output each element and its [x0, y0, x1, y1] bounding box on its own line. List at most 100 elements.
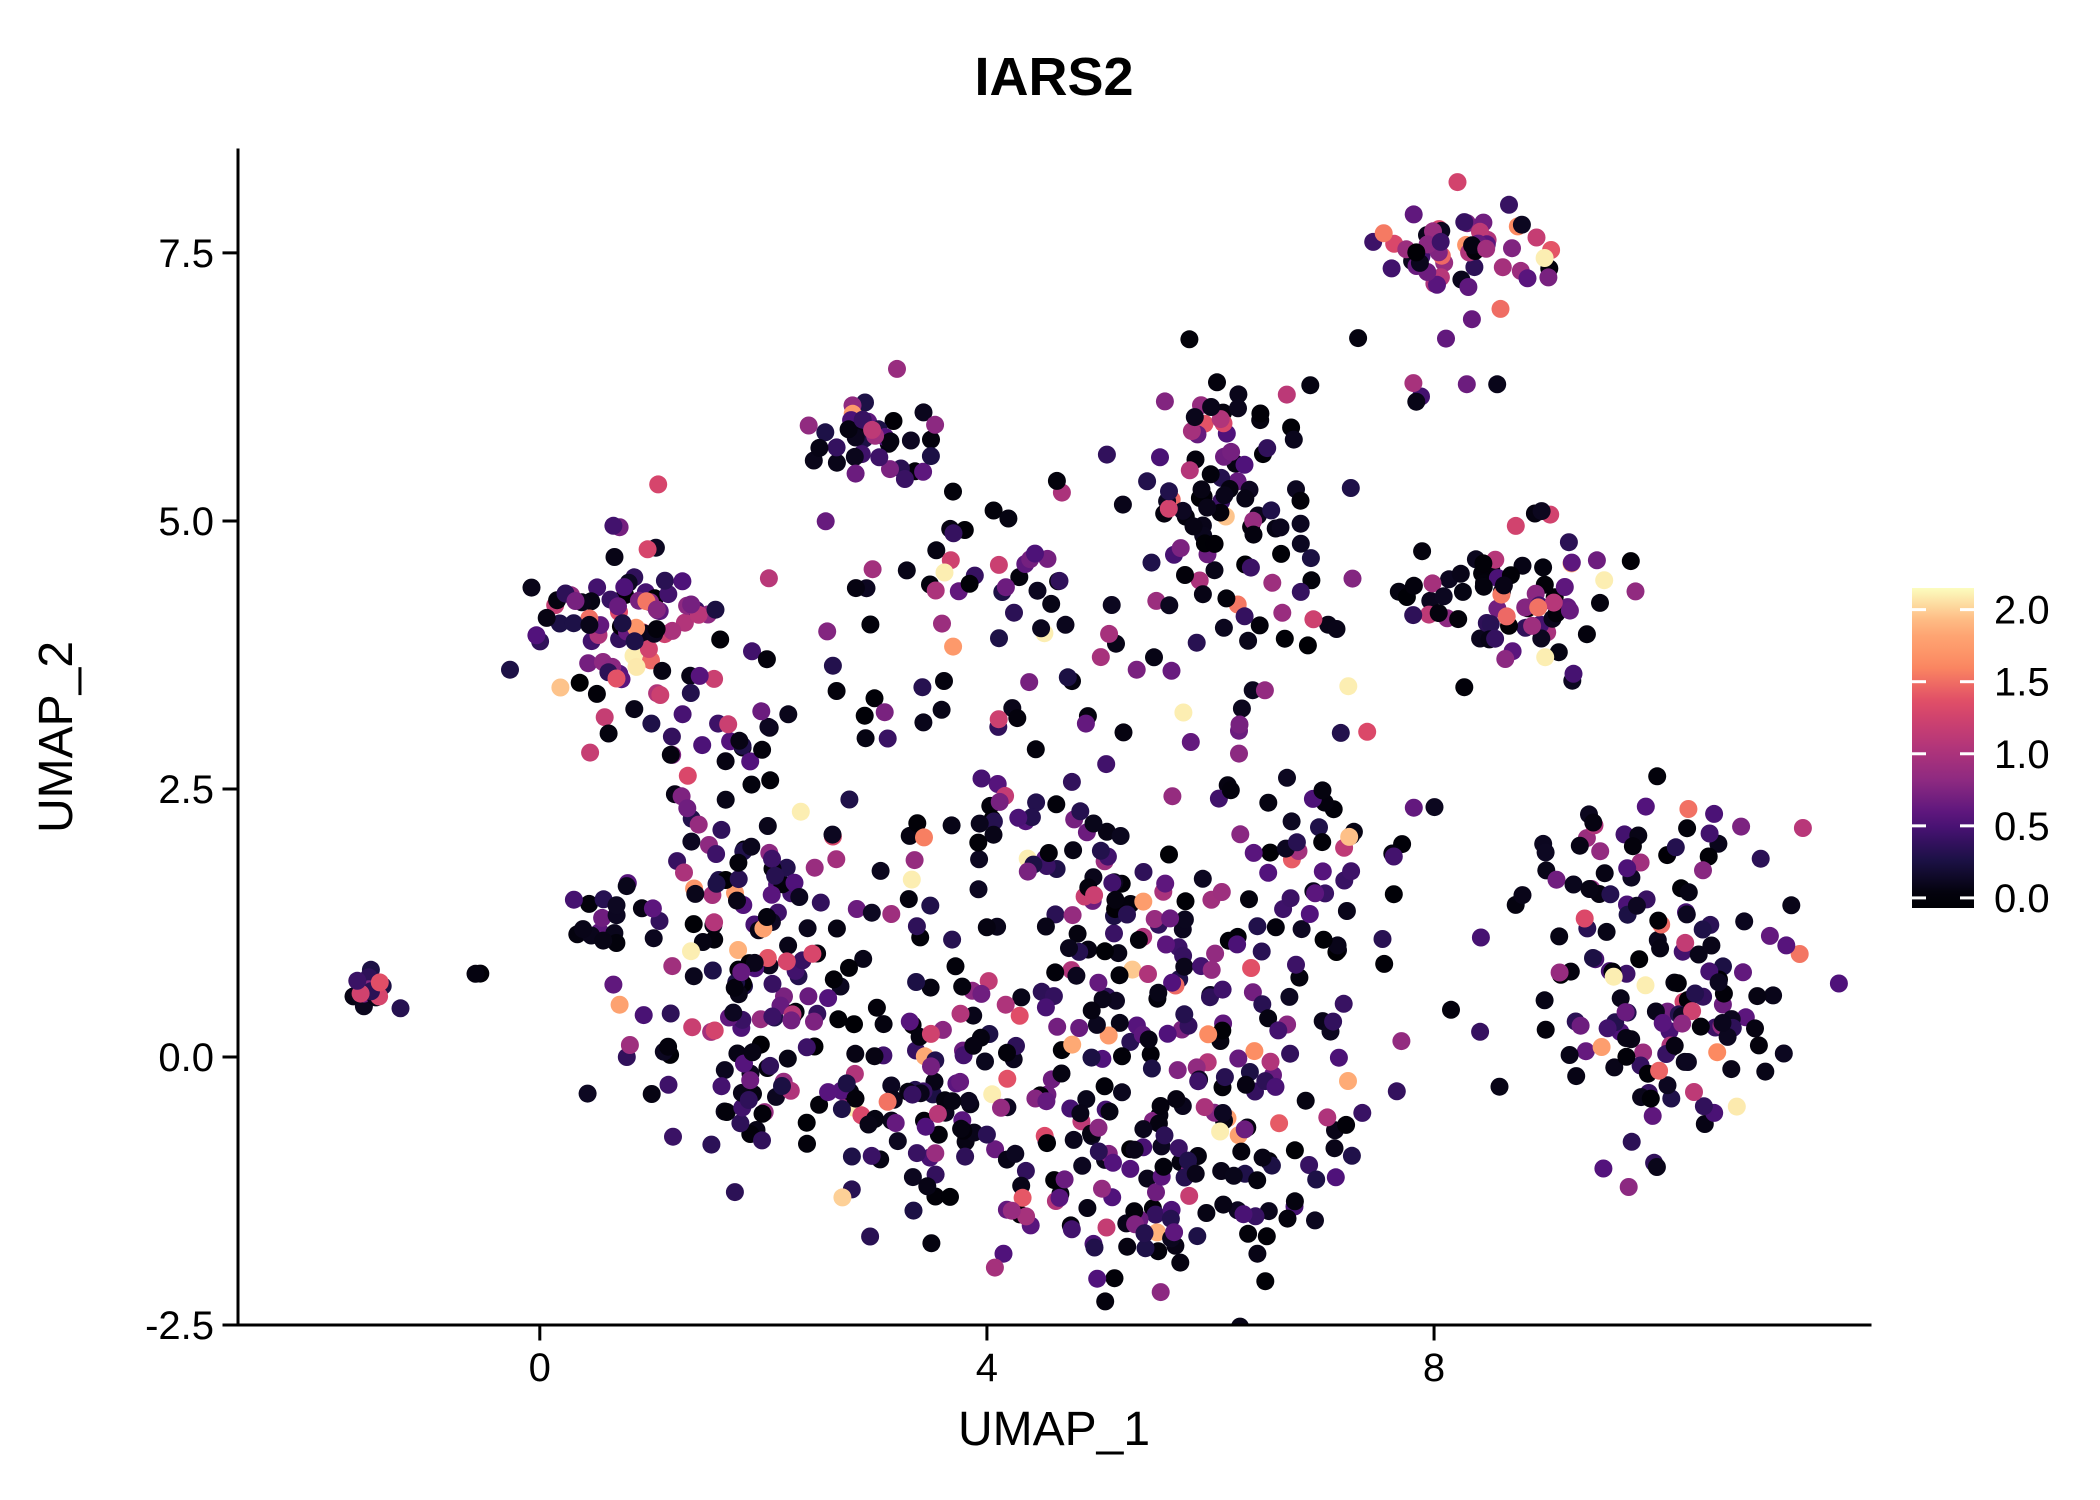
data-point: [1016, 1161, 1035, 1180]
data-point: [587, 684, 606, 703]
data-point: [1134, 1120, 1153, 1139]
data-point: [1550, 927, 1569, 946]
data-point: [1605, 1058, 1624, 1077]
data-point: [861, 1227, 880, 1246]
data-point: [763, 974, 782, 993]
data-point: [1300, 1156, 1319, 1174]
data-point: [899, 890, 918, 909]
data-point: [1513, 886, 1532, 905]
data-point: [1097, 445, 1116, 464]
data-point: [1151, 1283, 1170, 1302]
data-point: [1327, 620, 1346, 638]
data-point: [1727, 1097, 1746, 1116]
data-point: [1185, 408, 1204, 427]
data-point: [984, 501, 1003, 520]
data-point: [1490, 1077, 1509, 1096]
data-point: [580, 615, 599, 634]
data-point: [717, 1103, 736, 1121]
data-point: [642, 1085, 661, 1103]
data-point: [1764, 986, 1783, 1005]
data-point: [916, 1117, 935, 1136]
data-point: [1063, 1035, 1082, 1054]
data-point: [1168, 1061, 1187, 1080]
data-point: [1595, 571, 1614, 590]
data-point: [1512, 215, 1531, 234]
data-point: [1601, 885, 1620, 904]
data-point: [970, 814, 989, 833]
data-point: [1026, 740, 1045, 759]
data-point: [730, 731, 749, 750]
data-point: [1329, 1048, 1348, 1067]
data-point: [766, 866, 785, 885]
data-point: [827, 682, 846, 700]
data-point: [1236, 1075, 1255, 1094]
data-point: [638, 540, 657, 559]
data-point: [1245, 1042, 1264, 1061]
data-point: [1199, 1025, 1218, 1044]
data-point: [1584, 949, 1602, 967]
data-point: [1570, 836, 1589, 855]
data-point: [1182, 422, 1201, 441]
data-point: [742, 775, 761, 794]
data-point: [805, 1012, 823, 1031]
data-point: [846, 1044, 865, 1063]
data-point: [742, 837, 761, 856]
data-point: [1213, 1104, 1232, 1122]
data-point: [1326, 1168, 1345, 1187]
data-point: [564, 890, 583, 909]
data-point: [1678, 1053, 1697, 1071]
data-point: [1746, 1019, 1764, 1038]
data-point: [932, 700, 951, 719]
data-point: [594, 931, 613, 950]
data-point: [1248, 1244, 1267, 1263]
data-point: [1358, 722, 1377, 741]
data-point: [1296, 1091, 1315, 1110]
data-point: [1229, 1049, 1248, 1068]
data-point: [1099, 1026, 1118, 1045]
data-point: [659, 1037, 678, 1056]
data-point: [969, 833, 988, 852]
data-point: [1134, 863, 1153, 881]
data-point: [620, 1036, 639, 1054]
data-point: [1213, 1021, 1232, 1040]
data-point: [990, 792, 1009, 811]
data-point: [1431, 232, 1450, 251]
data-point: [1760, 926, 1779, 945]
legend-tick-label: 1.0: [1994, 733, 2050, 777]
data-point: [908, 814, 927, 833]
data-point: [989, 555, 1008, 574]
data-point: [956, 1147, 975, 1166]
data-point: [613, 614, 632, 633]
data-point: [1285, 1192, 1304, 1211]
data-point: [882, 905, 901, 923]
data-point: [370, 973, 389, 992]
data-point: [1529, 598, 1548, 617]
data-point: [653, 661, 672, 680]
data-point: [1235, 1120, 1254, 1139]
data-point: [1549, 643, 1568, 662]
data-point: [1202, 960, 1221, 979]
data-point: [1705, 804, 1724, 823]
data-point: [926, 581, 945, 600]
data-point: [1157, 935, 1175, 954]
data-point: [732, 963, 751, 982]
data-point: [1093, 1179, 1111, 1198]
data-point: [1145, 910, 1164, 928]
data-point: [1089, 1142, 1108, 1161]
data-point: [1668, 974, 1687, 993]
data-point: [1269, 1021, 1288, 1040]
data-point: [1544, 593, 1563, 612]
data-point: [805, 858, 824, 877]
data-point: [976, 1052, 994, 1071]
data-point: [1341, 479, 1360, 497]
data-point: [1186, 1164, 1205, 1183]
data-point: [929, 1125, 948, 1144]
data-point: [799, 416, 818, 435]
data-point: [1477, 239, 1496, 258]
data-point: [1232, 699, 1251, 718]
data-point: [1457, 375, 1476, 394]
data-point: [907, 1144, 926, 1163]
data-point: [1790, 945, 1809, 963]
data-point: [839, 420, 858, 439]
